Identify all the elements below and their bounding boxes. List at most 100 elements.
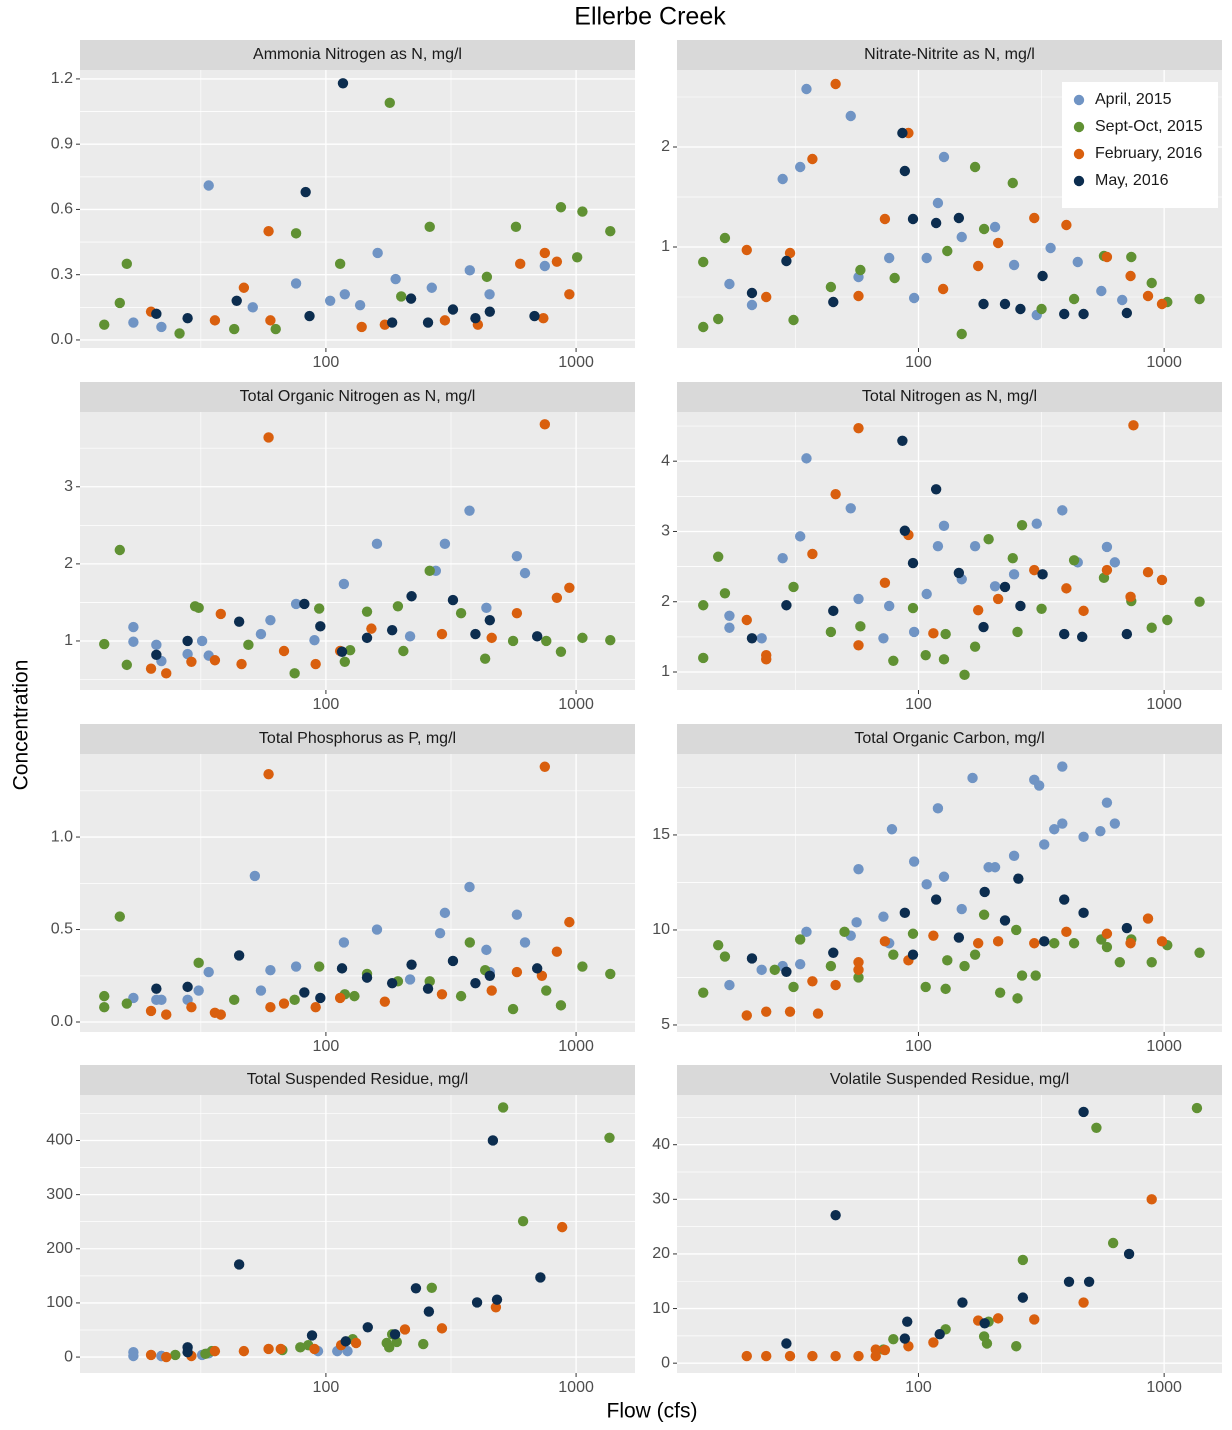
data-point	[883, 252, 895, 264]
data-point	[515, 258, 526, 270]
data-point	[121, 258, 133, 270]
data-point	[386, 317, 398, 328]
data-point	[830, 1209, 841, 1221]
y-tick-label: 30	[652, 1191, 670, 1208]
x-tick-label: 100	[313, 1379, 340, 1396]
legend: April, 2015 Sept-Oct, 2015 February, 2016 M…	[1062, 82, 1218, 208]
data-point	[741, 244, 752, 256]
x-tick-label: 100	[313, 1038, 340, 1055]
data-point	[830, 1350, 841, 1362]
data-point	[907, 928, 919, 939]
data-point	[1117, 294, 1128, 306]
panel: Total Suspended Residue, mg/l 0 100 200 300 4…	[46, 1065, 635, 1396]
data-point	[1029, 1314, 1040, 1325]
data-point	[1123, 1248, 1135, 1260]
data-point	[807, 153, 818, 165]
data-point	[270, 323, 281, 335]
data-point	[511, 550, 523, 562]
data-point	[381, 1337, 392, 1349]
data-point	[247, 302, 258, 313]
x-tick-label: 100	[905, 1038, 932, 1055]
data-point	[741, 614, 752, 626]
data-point	[1015, 303, 1026, 315]
data-point	[356, 321, 367, 333]
data-point	[784, 1350, 796, 1362]
data-point	[761, 1006, 772, 1017]
data-point	[605, 968, 616, 980]
data-point	[386, 624, 398, 636]
legend-label: February, 2016	[1095, 145, 1202, 162]
data-point	[1194, 596, 1205, 607]
data-point	[1078, 1106, 1089, 1118]
y-tick-label: 10	[652, 1300, 670, 1317]
x-tick-label: 100	[313, 696, 340, 713]
data-point	[439, 538, 451, 550]
data-point	[539, 247, 551, 259]
data-point	[972, 938, 984, 949]
x-axis-title: Flow (cfs)	[607, 1400, 698, 1423]
data-point	[1068, 938, 1080, 949]
data-point	[908, 292, 920, 304]
data-point	[334, 258, 346, 270]
x-tick-label: 1000	[1146, 1379, 1182, 1396]
strip-title: Ammonia Nitrogen as N, mg/l	[253, 46, 462, 63]
data-point	[384, 97, 395, 109]
data-point	[932, 197, 944, 209]
data-point	[255, 628, 267, 640]
data-point	[555, 1000, 567, 1011]
data-point	[310, 658, 321, 670]
legend-box	[1062, 82, 1218, 208]
data-point	[399, 1324, 411, 1335]
data-point	[193, 602, 204, 614]
data-point	[1128, 420, 1139, 431]
data-point	[236, 658, 247, 670]
data-point	[439, 315, 451, 326]
data-point	[1101, 251, 1113, 263]
data-point	[1077, 631, 1088, 643]
data-point	[491, 1294, 503, 1305]
data-point	[278, 645, 290, 657]
data-point	[1078, 831, 1089, 843]
data-point	[145, 1349, 157, 1361]
data-point	[555, 202, 567, 213]
data-point	[151, 983, 162, 994]
data-point	[1091, 1122, 1102, 1133]
data-point	[1121, 922, 1133, 934]
data-point	[128, 621, 139, 633]
data-point	[564, 582, 575, 593]
y-tick-label: 0.0	[51, 1013, 73, 1030]
data-point	[878, 911, 889, 922]
y-axis-title: Concentration	[10, 660, 33, 791]
data-point	[406, 591, 417, 602]
data-point	[263, 432, 274, 443]
data-point	[470, 312, 481, 324]
data-point	[1015, 600, 1026, 612]
data-point	[921, 879, 932, 890]
data-point	[344, 645, 356, 656]
data-point	[788, 314, 799, 326]
strip	[80, 40, 635, 70]
data-point	[1012, 993, 1023, 1004]
data-point	[781, 255, 792, 267]
data-point	[1096, 285, 1107, 297]
data-point	[879, 936, 891, 947]
data-point	[746, 299, 758, 311]
data-point	[161, 668, 172, 679]
data-point	[309, 1343, 320, 1355]
data-point	[1121, 307, 1133, 319]
data-point	[769, 964, 780, 976]
legend-swatch	[1073, 94, 1085, 106]
y-tick-label: 100	[46, 1294, 73, 1311]
data-point	[1017, 1254, 1029, 1266]
strip	[80, 382, 635, 412]
data-point	[470, 977, 481, 989]
data-point	[928, 628, 939, 639]
data-point	[1059, 628, 1070, 640]
data-point	[698, 256, 709, 268]
data-point	[577, 206, 588, 217]
data-point	[484, 970, 496, 981]
data-point	[398, 645, 409, 657]
data-point	[801, 453, 812, 464]
plot-background	[80, 412, 635, 690]
data-point	[1008, 259, 1020, 271]
